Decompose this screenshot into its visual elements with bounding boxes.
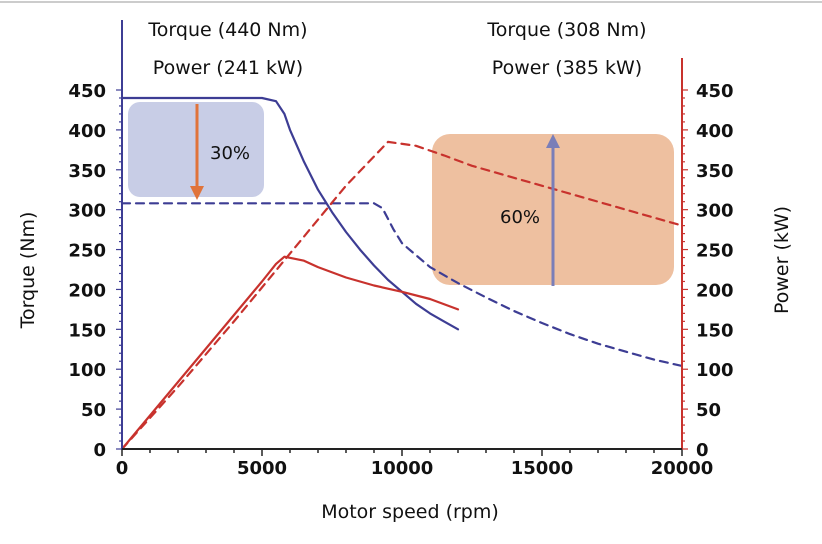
increase-arrow-head — [546, 134, 560, 148]
header-right-power: Power (385 kW) — [492, 57, 642, 79]
y-tick-label-right: 50 — [696, 400, 721, 421]
x-axis-title: Motor speed (rpm) — [321, 501, 499, 523]
y-tick-label-right: 400 — [696, 121, 734, 142]
x-tick-label: 10000 — [371, 458, 434, 479]
y-tick-label-left: 200 — [68, 280, 106, 301]
y-tick-label-right: 100 — [696, 360, 734, 381]
y-tick-label-right: 0 — [696, 440, 709, 461]
y-tick-label-left: 300 — [68, 201, 106, 222]
y-tick-label-right: 450 — [696, 81, 734, 102]
decrease-arrow-head — [190, 186, 204, 200]
y-tick-label-right: 300 — [696, 201, 734, 222]
increase-label: 60% — [500, 207, 540, 228]
decrease-label: 30% — [210, 143, 250, 164]
y-tick-label-right: 200 — [696, 280, 734, 301]
y-tick-label-right: 350 — [696, 161, 734, 182]
y-tick-label-left: 250 — [68, 241, 106, 262]
y-tick-label-right: 250 — [696, 241, 734, 262]
header-left-power: Power (241 kW) — [153, 57, 303, 79]
header-right-torque: Torque (308 Nm) — [486, 19, 646, 41]
x-tick-label: 20000 — [651, 458, 714, 479]
y-tick-label-left: 350 — [68, 161, 106, 182]
series-line-torque-dashed — [120, 202, 684, 368]
y-axis-title-left: Torque (Nm) — [17, 212, 39, 330]
series-line-power-dashed — [120, 140, 684, 451]
x-tick-label: 5000 — [237, 458, 287, 479]
y-tick-label-left: 0 — [93, 440, 106, 461]
header-left-torque: Torque (440 Nm) — [147, 19, 307, 41]
y-axis-title-right: Power (kW) — [771, 206, 793, 314]
series-line-torque-solid — [120, 96, 460, 331]
y-tick-label-left: 400 — [68, 121, 106, 142]
y-tick-label-left: 450 — [68, 81, 106, 102]
x-tick-label: 0 — [116, 458, 129, 479]
series-line-power-solid — [120, 255, 460, 451]
y-tick-label-right: 150 — [696, 320, 734, 341]
y-tick-label-left: 100 — [68, 360, 106, 381]
y-tick-label-left: 150 — [68, 320, 106, 341]
x-tick-label: 15000 — [511, 458, 574, 479]
y-tick-label-left: 50 — [81, 400, 106, 421]
